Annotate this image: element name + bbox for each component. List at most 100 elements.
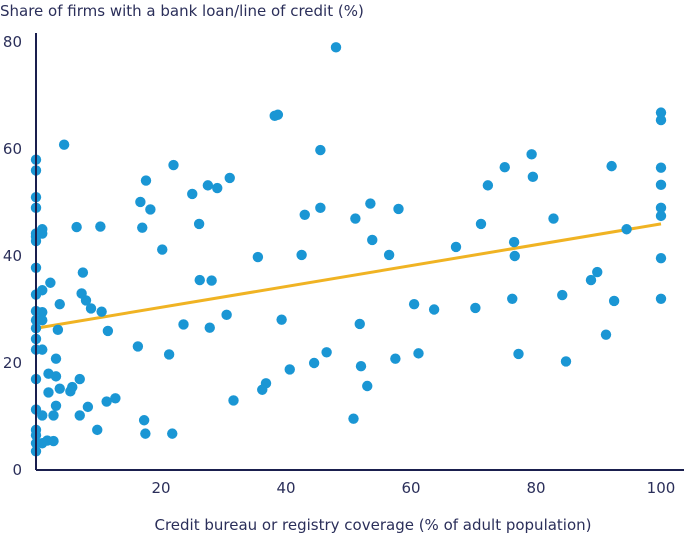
axes (35, 33, 684, 471)
data-point (96, 306, 107, 317)
points-layer (30, 42, 667, 457)
x-axis-title: Credit bureau or registry coverage (% of… (154, 516, 591, 534)
data-point (145, 204, 156, 215)
data-point (299, 209, 310, 221)
data-point (102, 325, 114, 337)
data-point (600, 329, 612, 340)
data-point (202, 180, 214, 191)
data-point (101, 396, 112, 407)
data-point (95, 221, 106, 232)
data-point (67, 381, 78, 393)
data-point (54, 298, 65, 310)
y-axis-title: Share of firms with a bank loan/line of … (0, 2, 364, 20)
data-point (362, 380, 373, 392)
data-point (585, 274, 597, 286)
data-point (621, 224, 632, 235)
data-point (330, 42, 342, 53)
data-point (206, 275, 217, 286)
data-point (163, 349, 175, 360)
data-point (608, 295, 620, 307)
data-point (272, 109, 284, 120)
data-point (393, 203, 404, 215)
data-point (43, 387, 54, 398)
data-point (204, 322, 215, 333)
data-point (135, 196, 146, 208)
data-point (508, 236, 520, 248)
data-point (74, 373, 85, 385)
trend-line (35, 222, 662, 330)
trendline-layer (35, 222, 662, 330)
data-point (48, 435, 59, 447)
data-point (383, 249, 395, 261)
data-point (54, 383, 65, 394)
data-point (212, 182, 223, 194)
data-point (178, 319, 189, 330)
data-point (513, 348, 524, 360)
x-tick-label: 100 (647, 479, 676, 497)
data-point (350, 213, 361, 224)
tick-labels: 0 20 40 60 80 20 40 60 80 100 (3, 33, 675, 497)
data-point (224, 172, 235, 184)
data-point (507, 293, 518, 304)
data-point (221, 309, 232, 321)
data-point (655, 107, 667, 118)
data-point (655, 202, 667, 214)
data-point (655, 210, 667, 222)
data-point (390, 353, 401, 364)
data-point (557, 289, 568, 301)
data-point (308, 357, 320, 369)
data-point (157, 244, 168, 255)
data-point (315, 202, 326, 214)
data-point (37, 224, 48, 235)
data-point (85, 303, 97, 314)
data-point (37, 285, 48, 296)
data-point (138, 415, 150, 426)
data-point (50, 353, 62, 364)
data-point (315, 144, 326, 156)
data-point (260, 378, 272, 389)
data-point (450, 241, 462, 253)
data-point (77, 267, 89, 278)
data-point (50, 371, 62, 382)
data-point (194, 274, 205, 286)
data-point (37, 344, 48, 355)
x-tick-label: 60 (401, 479, 420, 497)
data-point (354, 318, 365, 330)
data-point (367, 234, 378, 246)
data-point (187, 188, 198, 200)
data-point (48, 410, 59, 421)
data-point (58, 139, 70, 150)
data-point (252, 251, 264, 263)
data-point (168, 159, 179, 171)
y-tick-label: 80 (3, 33, 22, 51)
data-point (80, 295, 92, 306)
data-point (509, 250, 520, 262)
data-point (355, 361, 367, 372)
x-tick-label: 40 (276, 479, 295, 497)
data-point (92, 424, 103, 436)
data-point (428, 304, 440, 315)
data-point (132, 341, 144, 352)
data-point (45, 277, 56, 288)
y-tick-label: 20 (3, 354, 22, 372)
data-point (50, 400, 62, 411)
data-point (560, 356, 572, 367)
data-point (193, 218, 205, 230)
data-point (276, 314, 287, 325)
data-point (408, 298, 420, 310)
data-point (655, 179, 667, 191)
data-point (37, 410, 48, 421)
data-point (527, 171, 539, 183)
data-point (140, 428, 151, 439)
y-tick-label: 0 (12, 461, 22, 479)
data-point (655, 252, 667, 264)
data-point (482, 180, 494, 191)
data-point (655, 114, 667, 126)
data-point (228, 395, 239, 406)
data-point (526, 149, 537, 160)
data-point (296, 249, 307, 261)
x-tick-label: 20 (151, 479, 170, 497)
data-point (655, 293, 667, 304)
data-point (321, 347, 332, 358)
data-point (470, 302, 481, 314)
